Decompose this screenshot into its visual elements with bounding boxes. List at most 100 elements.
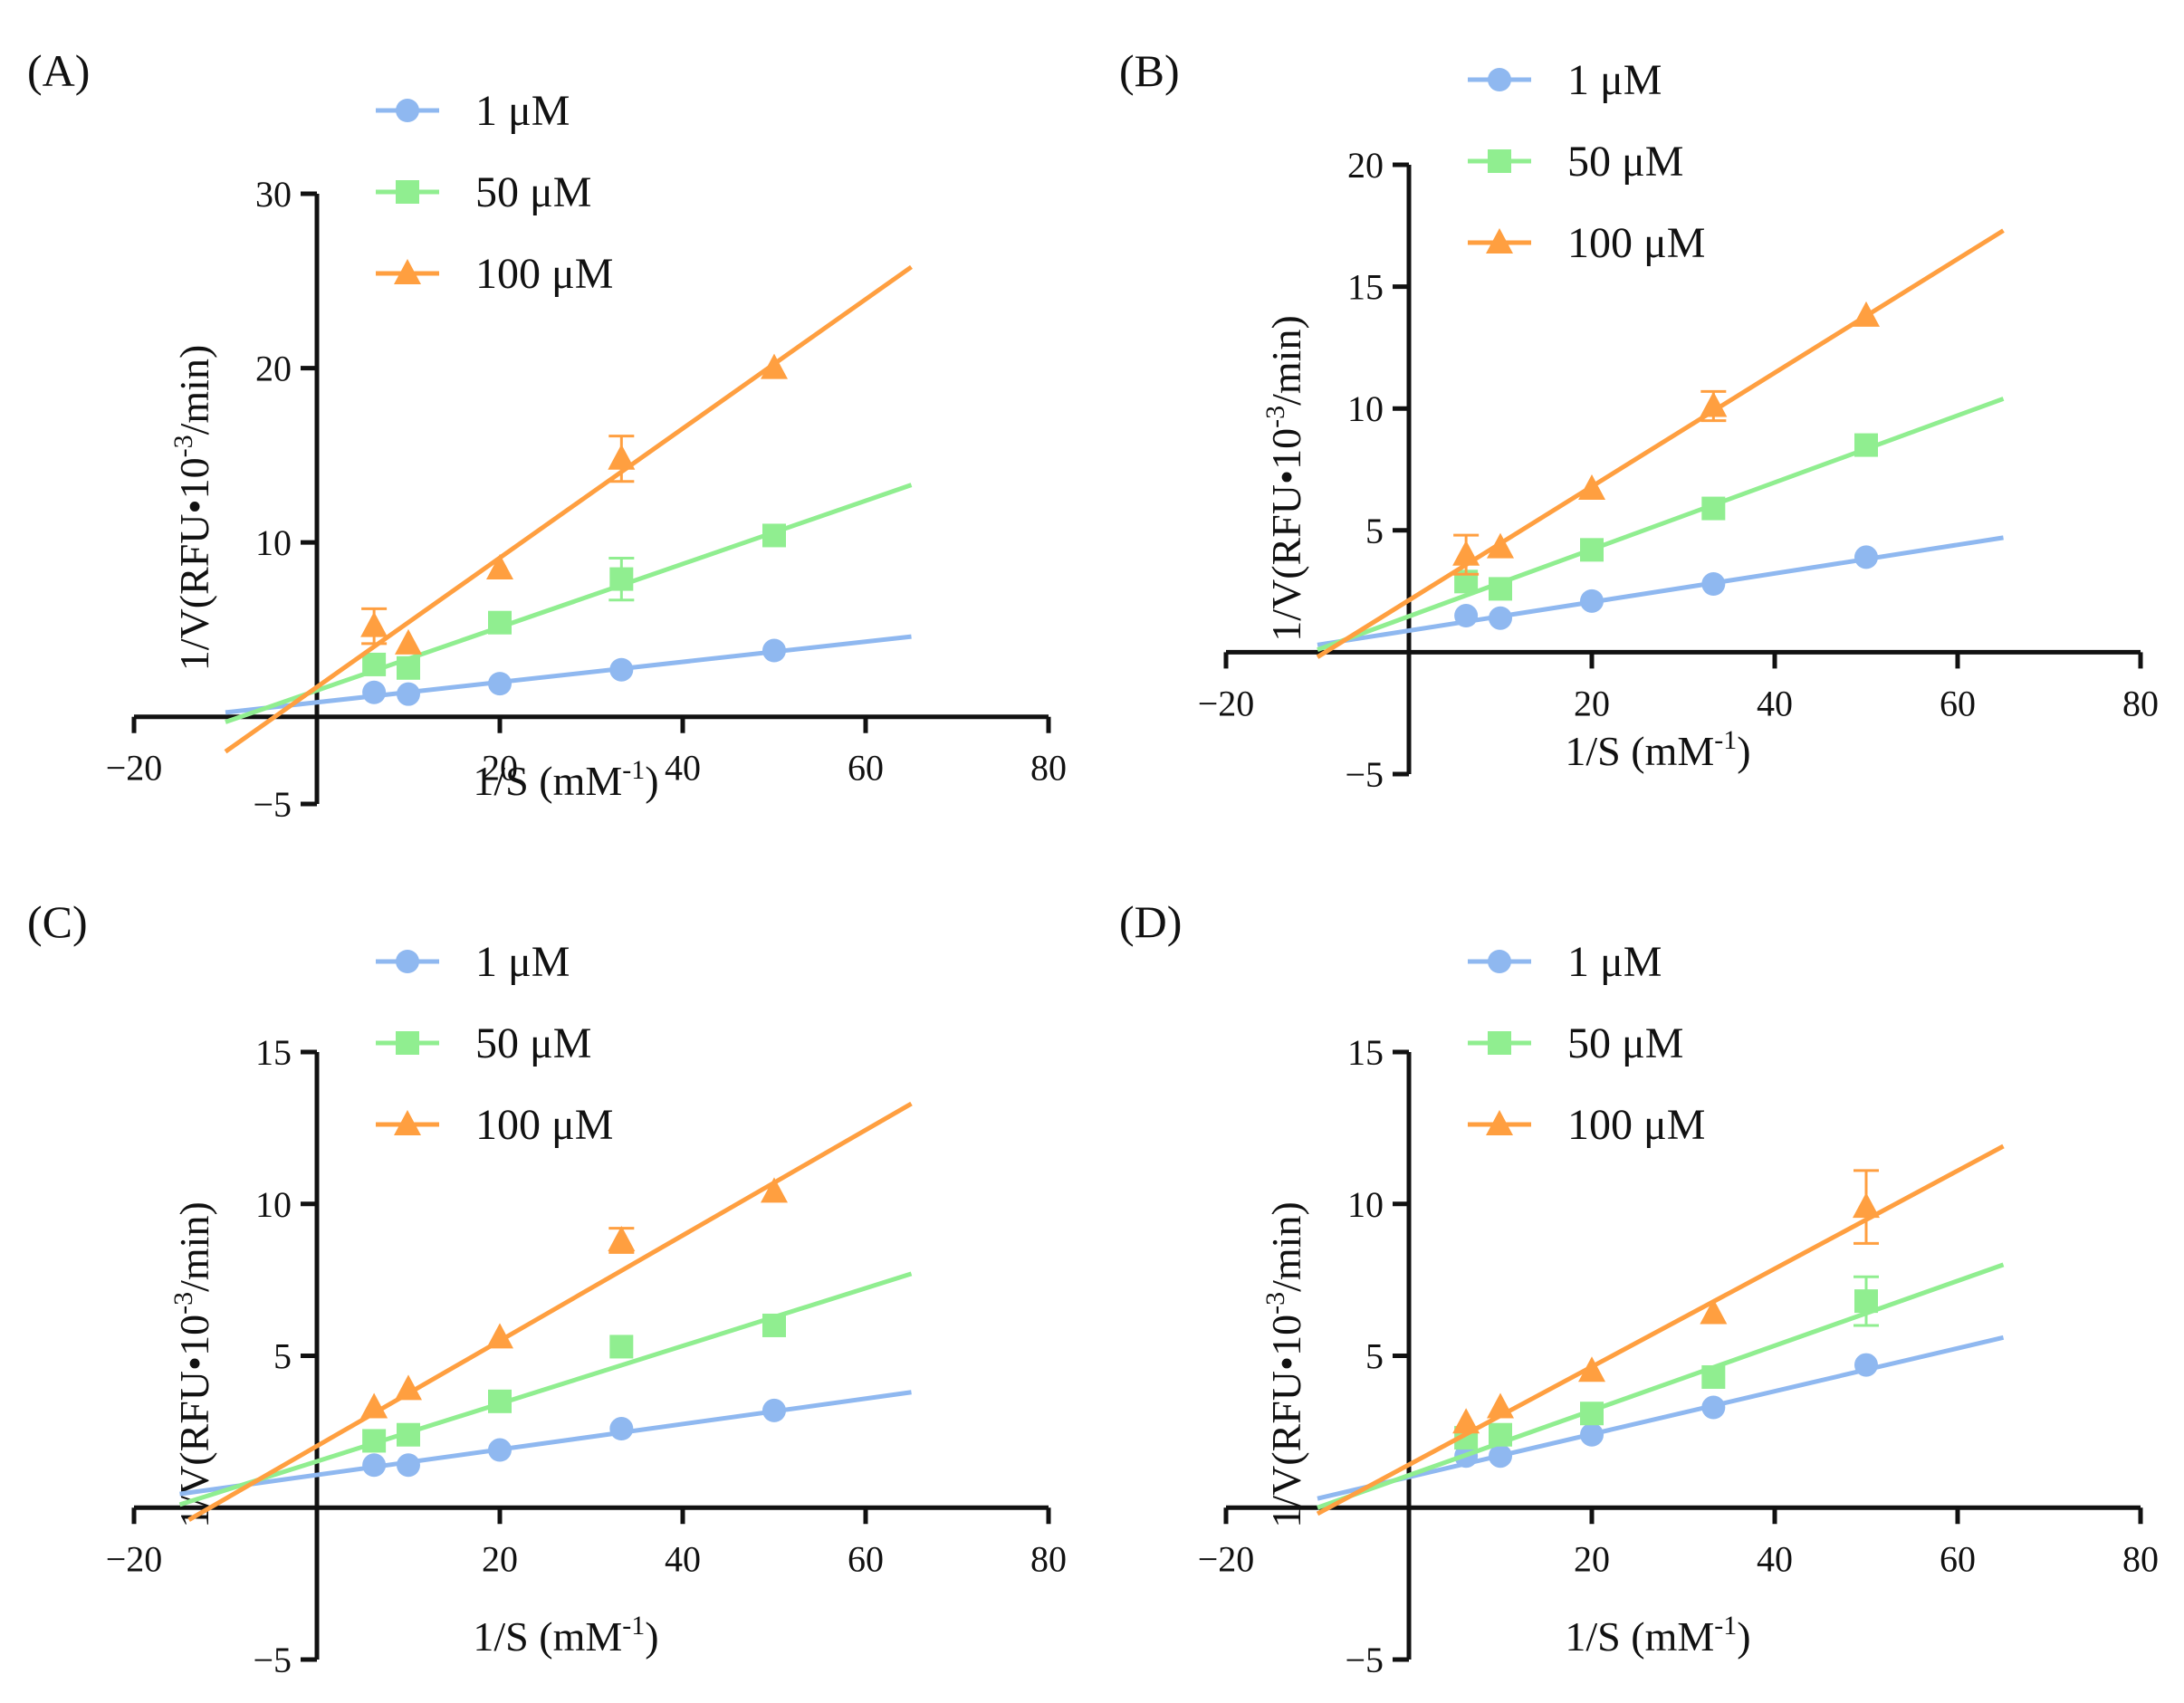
fit-line: [1317, 397, 2005, 653]
data-point: [1701, 1395, 1726, 1420]
legend-item: 100 μM: [1468, 1101, 1705, 1149]
legend-marker-square: [1488, 1031, 1511, 1055]
legend-marker-square: [1488, 149, 1511, 173]
x-tick-label: 40: [665, 748, 701, 789]
fit-line: [224, 264, 913, 754]
fit-line: [1316, 228, 2005, 659]
legend-label: 50 μM: [475, 168, 591, 216]
legend-marker-circle: [396, 950, 419, 973]
y-tick-label: −5: [253, 1640, 292, 1680]
legend-label: 1 μM: [475, 938, 570, 986]
series-circle: [225, 634, 912, 715]
chart-panel-c: (C) −20 20 40 60 80 −5 5 10 15 1/S (mM-1) 1/V(RFU•1…: [27, 896, 1067, 1680]
chart-panel-d: (D) −20 20 40 60 80 −5 5 10 15 1/S (mM-1) 1/V(RFU•1…: [1119, 896, 2159, 1680]
legend-label: 100 μM: [1567, 1101, 1705, 1149]
data-point: [1853, 301, 1880, 327]
legend-label: 1 μM: [1567, 938, 1662, 986]
y-tick-label: 15: [1347, 1032, 1384, 1073]
data-point: [1487, 532, 1514, 559]
data-point: [488, 1389, 512, 1413]
y-axis-title: 1/V(RFU•10-3/min): [168, 345, 217, 672]
data-point: [397, 1453, 420, 1478]
x-tick-label: 60: [848, 1538, 884, 1579]
y-tick-label: 15: [1347, 267, 1384, 308]
data-point: [362, 1429, 387, 1453]
legend-marker-triangle: [394, 259, 421, 284]
series-square: [1317, 397, 2005, 653]
data-point: [609, 657, 634, 682]
panel-label: (D): [1119, 896, 1182, 947]
data-point: [397, 655, 420, 680]
x-tick-label: 60: [848, 748, 884, 789]
data-point: [1578, 1356, 1605, 1382]
legend-marker-circle: [396, 99, 419, 122]
y-tick-label: 20: [255, 349, 292, 389]
legend-label: 1 μM: [1567, 56, 1662, 104]
legend-label: 1 μM: [475, 87, 570, 135]
y-tick-label: −5: [253, 784, 292, 825]
data-point: [360, 611, 388, 637]
legend-item: 50 μM: [376, 1019, 591, 1067]
x-axis-title: 1/S (mM-1): [473, 755, 658, 804]
legend-marker-circle: [1488, 950, 1511, 973]
legend-item: 1 μM: [376, 938, 570, 986]
legend-item: 100 μM: [376, 1101, 613, 1149]
data-point: [1580, 1402, 1604, 1426]
x-tick-label: 80: [1030, 1538, 1067, 1579]
y-tick-label: 15: [255, 1032, 292, 1073]
data-point: [1854, 1353, 1878, 1377]
data-point: [1580, 588, 1604, 613]
data-point: [608, 1226, 636, 1252]
x-tick-label: 20: [1574, 683, 1610, 723]
data-point: [1854, 545, 1878, 569]
legend-label: 100 μM: [1567, 219, 1705, 267]
x-tick-label: −20: [1198, 1538, 1255, 1579]
series-triangle: [187, 1101, 913, 1522]
data-point: [1489, 1422, 1512, 1447]
data-point: [488, 610, 512, 635]
chart-panel-a: (A) −20 20 40 60 80 −5 10 20 30 1/S (mM-1) 1/V(RFU•…: [27, 45, 1067, 825]
data-point: [1700, 391, 1728, 417]
x-tick-label: 40: [1757, 683, 1793, 723]
y-tick-label: 5: [1365, 1336, 1384, 1377]
fit-line: [179, 1390, 912, 1497]
series-triangle: [1316, 228, 2005, 659]
series-square: [178, 1271, 913, 1507]
y-axis-title: 1/V(RFU•10-3/min): [1260, 315, 1309, 642]
series-square: [1317, 1262, 2005, 1510]
y-tick-label: 10: [1347, 388, 1384, 429]
data-point: [395, 1374, 422, 1401]
data-point: [1452, 1408, 1480, 1434]
x-tick-label: −20: [106, 1538, 163, 1579]
data-point: [1452, 540, 1480, 566]
x-tick-label: 20: [482, 1538, 518, 1579]
x-tick-label: 40: [1757, 1538, 1793, 1579]
data-point: [1854, 433, 1878, 457]
legend-label: 100 μM: [475, 250, 613, 298]
x-tick-label: −20: [106, 748, 163, 789]
x-tick-label: −20: [1198, 683, 1255, 723]
legend-marker-triangle: [394, 1110, 421, 1135]
panel-label: (C): [27, 896, 88, 947]
data-point: [397, 682, 420, 706]
data-point: [1854, 1289, 1878, 1314]
data-point: [762, 638, 786, 663]
x-tick-label: 60: [1940, 683, 1976, 723]
fit-line: [225, 483, 913, 724]
data-point: [362, 680, 387, 704]
series-circle: [1317, 535, 2004, 647]
x-tick-label: 20: [1574, 1538, 1610, 1579]
x-tick-label: 20: [482, 748, 518, 789]
legend-label: 50 μM: [1567, 1019, 1683, 1067]
data-point: [1580, 538, 1604, 562]
data-point: [1701, 1364, 1726, 1389]
data-point: [1578, 474, 1605, 501]
legend-marker-square: [396, 1031, 419, 1055]
data-point: [1701, 572, 1726, 597]
data-point: [1487, 1392, 1514, 1419]
data-point: [397, 1422, 420, 1447]
x-tick-label: 80: [1030, 748, 1067, 789]
y-tick-label: 30: [255, 174, 292, 215]
legend-item: 50 μM: [1468, 138, 1683, 186]
data-point: [1489, 606, 1512, 630]
